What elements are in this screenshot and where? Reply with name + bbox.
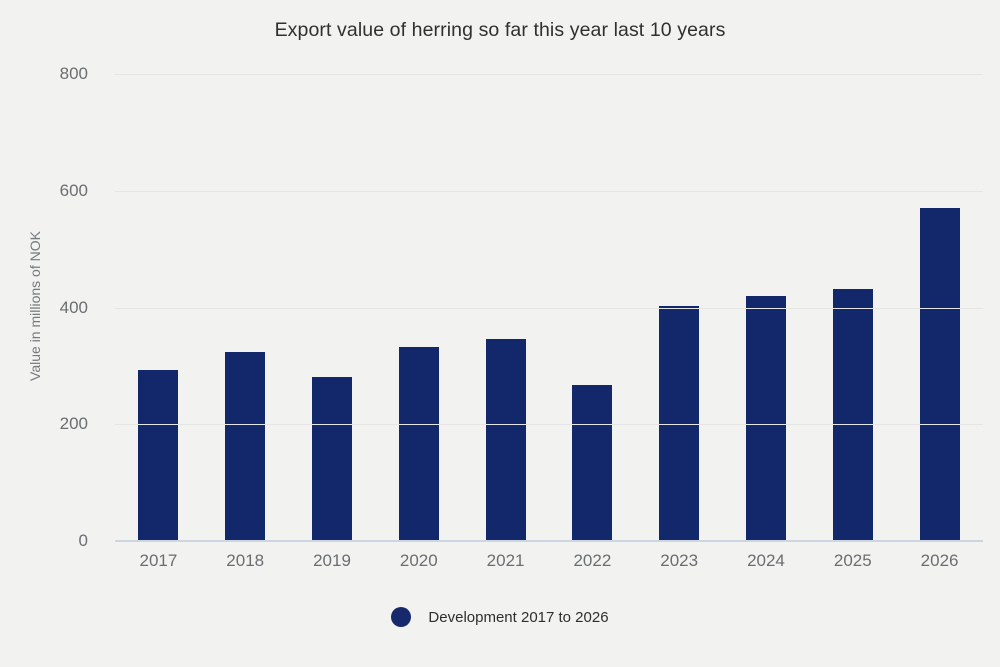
x-axis-label-2019: 2019 [313, 551, 351, 570]
bar-2022[interactable] [572, 385, 613, 541]
bar-slot-2019 [289, 74, 376, 541]
bar-2017[interactable] [138, 369, 179, 541]
gridline-600 [115, 190, 983, 192]
bar-2020[interactable] [398, 346, 439, 541]
legend-marker-icon [391, 607, 412, 627]
bar-slot-2020 [375, 74, 462, 541]
bar-2021[interactable] [485, 339, 526, 541]
x-axis-label-2023: 2023 [660, 551, 699, 570]
y-tick-label-0: 0 [78, 531, 88, 550]
x-axis-labels: 2017 2018 2019 2020 2021 2022 2023 2024 2025 2026 [115, 551, 983, 571]
bar-slot-2023 [636, 74, 723, 541]
x-axis-label-2017: 2017 [139, 551, 178, 570]
bar-2024[interactable] [745, 295, 786, 541]
x-axis-label-2022: 2022 [573, 551, 612, 570]
x-axis-label-2021: 2021 [486, 551, 525, 570]
bar-2018[interactable] [225, 352, 266, 541]
bar-slot-2025 [809, 74, 896, 541]
y-tick-label-400: 400 [59, 297, 88, 317]
bar-slot-2024 [723, 74, 810, 541]
y-tick-label-200: 200 [59, 414, 88, 434]
x-axis-label-2026: 2026 [920, 551, 959, 570]
legend[interactable]: Development 2017 to 2026 [0, 607, 1000, 627]
x-axis-label-2020: 2020 [399, 551, 438, 570]
bar-slot-2018 [202, 74, 289, 541]
y-tick-label-600: 600 [59, 180, 88, 200]
bar-2026[interactable] [919, 208, 960, 541]
bar-slot-2021 [462, 74, 549, 541]
bar-slot-2017 [115, 74, 202, 541]
x-axis-label-2018: 2018 [226, 551, 265, 570]
y-tick-label-800: 800 [59, 64, 88, 83]
plot-area: 800 600 400 200 0 [60, 64, 983, 550]
bars-row [115, 74, 983, 541]
bar-slot-2022 [549, 74, 636, 541]
bar-slot-2026 [896, 74, 983, 541]
bar-2019[interactable] [311, 376, 352, 541]
x-axis-baseline [115, 540, 983, 542]
gridline-400 [115, 307, 983, 309]
bar-2025[interactable] [832, 289, 873, 541]
x-axis-label-2024: 2024 [747, 551, 785, 570]
bar-2023[interactable] [659, 305, 700, 541]
chart-title: Export value of herring so far this year… [274, 19, 726, 41]
gridline-200 [115, 424, 983, 426]
x-axis-label-2025: 2025 [833, 551, 872, 570]
legend-label: Development 2017 to 2026 [428, 608, 609, 626]
gridline-800 [115, 74, 983, 75]
